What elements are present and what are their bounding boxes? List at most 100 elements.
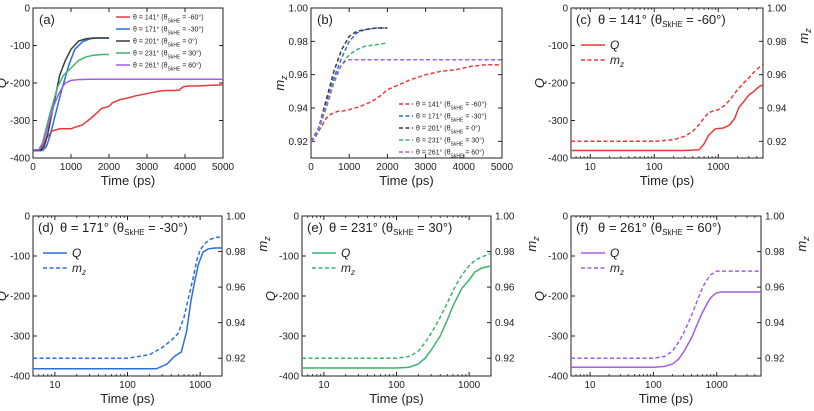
y-tick-label: -400 <box>548 154 568 165</box>
series-line-q <box>302 265 491 369</box>
plot-frame <box>570 7 764 159</box>
legend-entry-sub: z <box>350 268 355 277</box>
legend-entry-sub: SkHE <box>168 67 181 73</box>
legend-entry: θ = 261° (θSkHE = 60°) <box>416 149 484 160</box>
legend-entry-sub: z <box>619 268 624 277</box>
y-tick-label: 0 <box>24 4 30 15</box>
y-tick-label: -100 <box>548 252 568 263</box>
legend-entry-prefix: θ = 261° (θ <box>416 149 451 157</box>
x-tick-label: 1000 <box>706 380 729 391</box>
y2-tick-label: 0.98 <box>767 37 787 48</box>
panel-label: (f) <box>576 220 588 235</box>
x-tick-label: 100 <box>645 380 662 391</box>
y-tick-label: 1.00 <box>289 4 309 15</box>
x-tick-label: 3000 <box>136 162 159 173</box>
x-axis-label: Time (ps) <box>101 173 155 188</box>
series-line-q <box>33 247 222 370</box>
y2-tick-label: 0.92 <box>767 137 787 148</box>
legend-entry-suffix: = -60°) <box>180 14 203 22</box>
panel-label: (b) <box>317 12 333 27</box>
x-tick-label: 1000 <box>60 162 83 173</box>
legend-entry-suffix: = -60°) <box>463 101 486 109</box>
legend-entry-suffix: = 0°) <box>463 125 480 133</box>
y-tick-label: -100 <box>279 252 299 263</box>
legend-entry-prefix: θ = 261° (θ <box>133 62 168 70</box>
x-tick-label: 10 <box>585 380 597 391</box>
series-line-4 <box>33 78 223 151</box>
y-tick-label: -200 <box>10 79 30 90</box>
series-group <box>33 37 223 152</box>
y2-axis-label: mz <box>794 236 811 252</box>
y-tick-label: -300 <box>548 332 568 343</box>
legend-entry-main: m <box>610 261 620 275</box>
panel-title-sub: SkHE <box>393 228 413 237</box>
legend-entry-main: m <box>610 53 620 67</box>
series-group <box>311 27 502 142</box>
y-axis-label: Q <box>532 291 547 301</box>
x-tick-label: 2000 <box>376 162 399 173</box>
legend-entry-sub: SkHE <box>168 31 181 37</box>
y-axis-label: Q <box>0 291 9 301</box>
y-tick-label: -400 <box>548 372 568 383</box>
panel-title-prefix: θ = 261° (θ <box>598 220 662 235</box>
legend-entry: Q <box>341 246 350 260</box>
legend-entry-sub: SkHE <box>168 43 181 49</box>
plot-frame <box>32 215 223 377</box>
series-line-mz <box>33 236 222 359</box>
panel-title: θ = 231° (θSkHE = 30°) <box>329 220 452 237</box>
y-tick-label: -400 <box>10 372 30 383</box>
legend-entry-prefix: θ = 141° (θ <box>416 101 451 109</box>
panel-title-suffix: = 60°) <box>683 220 722 235</box>
x-tick-label: 1000 <box>707 162 730 173</box>
panel-title: θ = 261° (θSkHE = 60°) <box>598 220 721 237</box>
x-tick-label: 5000 <box>491 162 514 173</box>
y-tick-label: -300 <box>10 332 30 343</box>
panel-title-suffix: = -60°) <box>683 12 726 27</box>
series-group <box>571 64 763 152</box>
panel-title-prefix: θ = 171° (θ <box>60 220 124 235</box>
legend-entry: Q <box>610 246 619 260</box>
y-tick-label: -300 <box>279 332 299 343</box>
legend-entry-sub: z <box>81 268 86 277</box>
x-tick-label: 100 <box>646 162 663 173</box>
panel-label: (e) <box>307 220 323 235</box>
legend-entry-prefix: θ = 201° (θ <box>133 38 168 46</box>
plot-frame <box>310 7 503 159</box>
panel-title-suffix: = 30°) <box>414 220 453 235</box>
y2-tick-label: 0.92 <box>226 354 246 365</box>
legend-entry-sub: SkHE <box>168 19 181 25</box>
y-tick-label: -200 <box>548 79 568 90</box>
y2-tick-label: 1.00 <box>767 4 787 15</box>
legend-entry: mz <box>610 261 624 277</box>
y2-tick-label: 0.98 <box>495 247 515 258</box>
y2-axis-label: mz <box>796 28 813 44</box>
panel-label: (a) <box>39 12 55 27</box>
x-tick-label: 0 <box>308 162 314 173</box>
legend-entry-prefix: θ = 141° (θ <box>133 14 168 22</box>
legend-entry-sub: z <box>619 60 624 69</box>
x-tick-label: 4000 <box>453 162 476 173</box>
legend-entry: θ = 231° (θSkHE = 30°) <box>416 137 484 148</box>
panel-title-sub: SkHE <box>124 228 144 237</box>
x-tick-label: 1000 <box>338 162 361 173</box>
panel-label: (c) <box>576 12 591 27</box>
y2-axis-label-main: m <box>524 241 539 252</box>
series-line-mz <box>302 252 491 359</box>
y2-tick-label: 0.92 <box>765 354 785 365</box>
x-axis-label: Time (ps) <box>639 391 693 406</box>
y2-tick-label: 0.98 <box>226 247 246 258</box>
y-tick-label: -300 <box>10 116 30 127</box>
legend-entry: mz <box>610 53 624 69</box>
legend-entry: Q <box>72 246 81 260</box>
y2-axis-label: mz <box>255 236 272 252</box>
y2-tick-label: 0.96 <box>226 283 246 294</box>
y2-tick-label: 1.00 <box>226 212 246 223</box>
x-tick-label: 1000 <box>189 380 212 391</box>
panel-label: (d) <box>38 220 54 235</box>
series-line-2 <box>311 27 388 142</box>
x-tick-label: 100 <box>119 380 136 391</box>
x-tick-label: 1000 <box>458 380 481 391</box>
y2-tick-label: 1.00 <box>765 212 785 223</box>
legend-entry-prefix: θ = 231° (θ <box>133 50 168 58</box>
